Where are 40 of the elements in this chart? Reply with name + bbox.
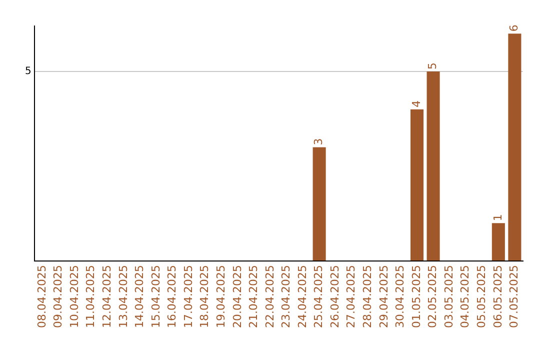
x-tick-label: 22.04.2025 xyxy=(263,265,276,328)
x-tick-label: 25.04.2025 xyxy=(312,265,326,328)
bar xyxy=(312,147,326,261)
bar xyxy=(426,71,440,261)
x-tick-label: 11.04.2025 xyxy=(84,265,98,328)
data-label: 1 xyxy=(491,214,504,222)
x-tick-label: 21.04.2025 xyxy=(247,265,260,328)
x-tick-label: 28.04.2025 xyxy=(361,265,374,328)
x-tick-label: 18.04.2025 xyxy=(198,265,212,328)
x-tick-label: 16.04.2025 xyxy=(166,265,179,328)
x-tick-label: 20.04.2025 xyxy=(230,265,244,328)
x-tick-label: 12.04.2025 xyxy=(100,265,114,328)
data-label: 3 xyxy=(312,138,326,146)
x-tick-label: 17.04.2025 xyxy=(182,265,195,328)
x-tick-label: 04.05.2025 xyxy=(458,265,472,328)
x-tick-label: 08.04.2025 xyxy=(35,265,48,328)
x-tick-label: 23.04.2025 xyxy=(280,265,293,328)
x-tick-label: 30.04.2025 xyxy=(394,265,407,328)
x-tick-label: 14.04.2025 xyxy=(133,265,146,328)
x-tick-label: 03.05.2025 xyxy=(442,265,456,328)
bar xyxy=(508,34,522,261)
bar xyxy=(410,109,424,261)
x-tick-label: 15.04.2025 xyxy=(149,265,162,328)
x-tick-label: 02.05.2025 xyxy=(426,265,440,328)
bar xyxy=(492,223,505,261)
x-tick-label: 19.04.2025 xyxy=(214,265,228,328)
data-label: 4 xyxy=(410,100,423,108)
data-label: 6 xyxy=(508,24,521,32)
x-tick-label: 29.04.2025 xyxy=(377,265,390,328)
x-tick-label: 26.04.2025 xyxy=(328,265,342,328)
x-tick-label: 09.04.2025 xyxy=(52,265,65,328)
x-tick-label: 24.04.2025 xyxy=(296,265,309,328)
x-tick-label: 10.04.2025 xyxy=(68,265,81,328)
x-tick-label: 06.05.2025 xyxy=(491,265,504,328)
x-tick-label: 05.05.2025 xyxy=(474,265,488,328)
data-label: 5 xyxy=(426,62,440,70)
x-tick-label: 01.05.2025 xyxy=(410,265,423,328)
x-tick-label: 13.04.2025 xyxy=(116,265,130,328)
x-tick-label: 07.05.2025 xyxy=(508,265,521,328)
x-tick-label: 27.04.2025 xyxy=(344,265,358,328)
